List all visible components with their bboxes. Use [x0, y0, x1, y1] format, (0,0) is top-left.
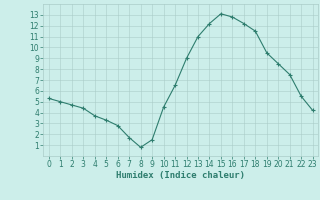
X-axis label: Humidex (Indice chaleur): Humidex (Indice chaleur) — [116, 171, 245, 180]
